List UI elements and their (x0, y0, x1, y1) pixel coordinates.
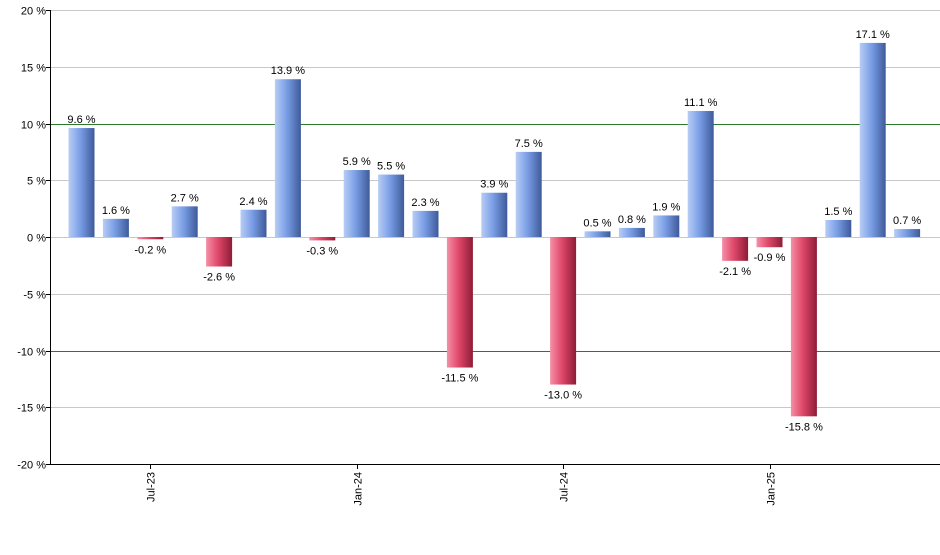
y-tick-label: -15 % (17, 403, 46, 415)
y-tick-label: -20 % (17, 460, 46, 472)
data-label: 0.7 % (893, 215, 921, 227)
data-label: 5.9 % (343, 156, 371, 168)
y-tick-label: 5 % (27, 176, 46, 188)
data-label: 17.1 % (856, 29, 890, 41)
bar-Jun-25 (894, 229, 921, 237)
data-label: -0.9 % (754, 252, 786, 264)
data-label: 2.4 % (239, 196, 267, 208)
data-label: -0.2 % (134, 244, 166, 256)
x-tick-label: Jul-23 (146, 472, 158, 502)
data-label: 2.3 % (411, 197, 439, 209)
y-tick-label: -5 % (23, 290, 46, 302)
data-label: 1.6 % (102, 205, 130, 217)
bar-Mar-25 (790, 237, 817, 417)
bar-Jan-25 (722, 237, 749, 261)
data-label: 3.9 % (480, 179, 508, 191)
bar-Jul-23 (102, 218, 129, 237)
bars (68, 42, 921, 417)
bar-Jan-24 (309, 237, 336, 241)
bar-Feb-25 (756, 237, 783, 248)
x-tick-label: Jan-25 (766, 472, 778, 506)
bar-Jul-24 (515, 151, 542, 237)
data-label: 11.1 % (684, 97, 718, 109)
y-tick-label: 20 % (21, 6, 46, 18)
y-tick-label: 0 % (27, 233, 46, 245)
bar-Nov-23 (240, 209, 267, 237)
y-tick-label: -10 % (17, 347, 46, 359)
bar-Aug-23 (137, 237, 164, 240)
data-label: 13.9 % (271, 65, 305, 77)
data-label: 0.5 % (583, 217, 611, 229)
data-label: 9.6 % (67, 114, 95, 126)
data-label: -15.8 % (785, 421, 823, 433)
bar-Aug-24 (550, 237, 577, 385)
data-label: -11.5 % (441, 373, 478, 385)
bar-Oct-23 (206, 237, 233, 267)
bar-May-24 (446, 237, 473, 368)
x-tick-label: Jan-24 (353, 472, 365, 506)
bar-Jun-23 (68, 128, 95, 237)
bar-Oct-24 (618, 227, 645, 237)
data-label: 2.7 % (171, 192, 199, 204)
bar-Sep-24 (584, 231, 611, 237)
bar-Feb-24 (343, 170, 370, 237)
bar-Jun-24 (481, 192, 508, 237)
y-tick-label: 15 % (21, 63, 46, 75)
data-label: -2.6 % (203, 272, 235, 284)
data-label: 0.8 % (618, 214, 646, 226)
bar-May-25 (859, 42, 886, 237)
bar-Dec-23 (274, 79, 301, 237)
data-label: -13.0 % (544, 390, 582, 402)
bar-Sep-23 (171, 206, 198, 237)
axes: 20 % 15 % 10 % 5 % 0 % -5 % -10 % -15 % -20 % Jul… (17, 6, 940, 506)
data-label: 7.5 % (515, 138, 543, 150)
data-label: -2.1 % (719, 266, 751, 278)
bar-Nov-24 (653, 215, 680, 237)
data-labels: 9.6 % 1.6 % -0.2 % 2.7 % -2.6 % 2.4 % 13.9 % -0… (67, 29, 921, 433)
bar-Apr-25 (825, 219, 852, 237)
data-label: 1.9 % (652, 201, 680, 213)
data-label: 1.5 % (824, 206, 852, 218)
data-label: -0.3 % (306, 245, 338, 257)
x-tick-label: Jul-24 (559, 472, 571, 502)
data-label: 5.5 % (377, 161, 405, 173)
bar-Mar-24 (378, 174, 405, 237)
y-tick-label: 10 % (21, 120, 46, 132)
bar-Dec-24 (687, 111, 714, 237)
bar-Apr-24 (412, 210, 439, 237)
